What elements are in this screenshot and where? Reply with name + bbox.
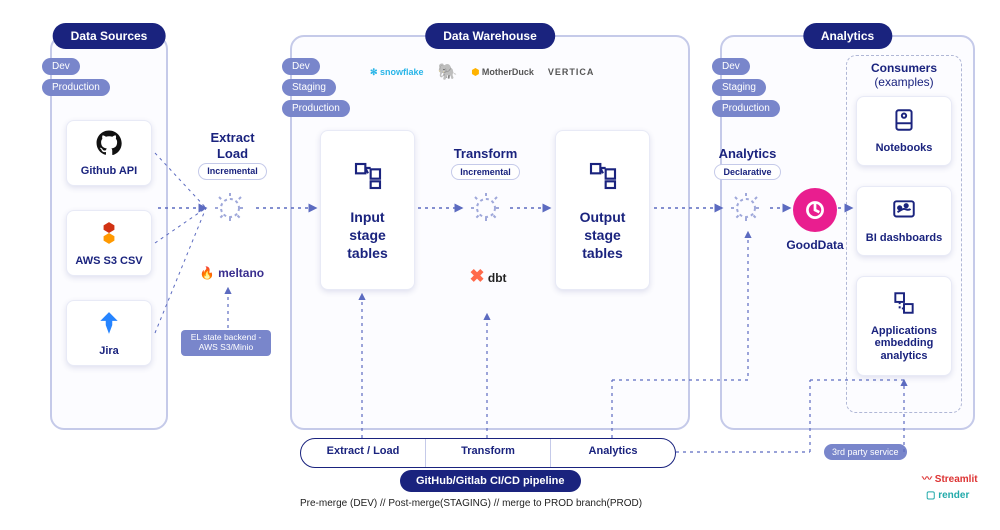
process-title: ExtractLoad bbox=[185, 130, 280, 161]
column-header: Analytics bbox=[803, 23, 892, 49]
tool-label: 🔥 meltano bbox=[192, 266, 272, 280]
stage-card: Output stage tables bbox=[555, 130, 650, 290]
env-pill: Dev bbox=[712, 58, 750, 75]
pipeline-note: Pre-merge (DEV) // Post-merge(STAGING) /… bbox=[300, 498, 642, 509]
process-badge: Declarative bbox=[714, 164, 780, 181]
db-logo: ⬢ MotherDuck bbox=[471, 67, 533, 78]
card-line: tables bbox=[582, 245, 622, 261]
pipeline-bar: Extract / LoadTransformAnalytics bbox=[300, 438, 676, 468]
note-elstate: EL state backend -AWS S3/Minio bbox=[181, 330, 271, 356]
gooddata-label: GoodData bbox=[783, 238, 847, 252]
note-thirdparty: 3rd party service bbox=[824, 444, 907, 460]
card-label: Notebooks bbox=[876, 142, 933, 155]
process-label: Analytics Declarative bbox=[700, 146, 795, 180]
env-pill: Dev bbox=[282, 58, 320, 75]
pipeline-segment: Analytics bbox=[551, 439, 675, 467]
card-label: BI dashboards bbox=[866, 232, 942, 245]
notebook-icon bbox=[891, 107, 917, 136]
source-card: Jira bbox=[66, 300, 152, 366]
db-logo: ✻ snowflake bbox=[370, 67, 424, 78]
process-badge: Incremental bbox=[451, 164, 520, 181]
consumer-card: Notebooks bbox=[856, 96, 952, 166]
stage-card: Input stage tables bbox=[320, 130, 415, 290]
github-icon bbox=[96, 130, 122, 159]
consumer-card: Applicationsembeddinganalytics bbox=[856, 276, 952, 376]
jira-icon bbox=[96, 310, 122, 339]
gear-icon bbox=[210, 188, 250, 228]
card-line: Output bbox=[580, 209, 626, 225]
ext-logo: ▢ render bbox=[926, 490, 969, 501]
card-label: Jira bbox=[99, 345, 119, 357]
stage-icon bbox=[352, 160, 384, 195]
db-logo: 🐘 bbox=[438, 62, 458, 82]
consumer-card: BI dashboards bbox=[856, 186, 952, 256]
env-pill: Production bbox=[712, 100, 780, 117]
gooddata-icon bbox=[793, 188, 837, 232]
embed-icon bbox=[891, 290, 917, 319]
card-label: Github API bbox=[81, 165, 137, 177]
card-label: AWS S3 CSV bbox=[75, 255, 142, 267]
ext-logo: 〰 Streamlit bbox=[922, 470, 978, 485]
card-label: Applicationsembeddinganalytics bbox=[871, 325, 937, 363]
column-header: Data Warehouse bbox=[425, 23, 555, 49]
source-card: AWS S3 CSV bbox=[66, 210, 152, 276]
stage-icon bbox=[587, 160, 619, 195]
pipeline-segment: Transform bbox=[426, 439, 551, 467]
env-pill: Production bbox=[282, 100, 350, 117]
gear-icon bbox=[726, 188, 766, 228]
consumers-title: Consumers(examples) bbox=[846, 61, 962, 89]
dashboard-icon bbox=[891, 197, 917, 226]
env-pill: Production bbox=[42, 79, 110, 96]
card-line: stage bbox=[584, 227, 621, 243]
gear-icon bbox=[466, 188, 506, 228]
pipeline-segment: Extract / Load bbox=[301, 439, 426, 467]
process-title: Analytics bbox=[700, 146, 795, 162]
process-badge: Incremental bbox=[198, 163, 267, 180]
warehouse-logos: ✻ snowflake 🐘 ⬢ MotherDuck VERTICA bbox=[370, 62, 594, 82]
card-line: tables bbox=[347, 245, 387, 261]
process-title: Transform bbox=[438, 146, 533, 162]
env-pill: Staging bbox=[282, 79, 336, 96]
pipeline-label: GitHub/Gitlab CI/CD pipeline bbox=[400, 470, 581, 492]
aws-icon bbox=[96, 220, 122, 249]
source-card: Github API bbox=[66, 120, 152, 186]
db-logo: VERTICA bbox=[548, 67, 595, 77]
env-pill: Staging bbox=[712, 79, 766, 96]
env-pill: Dev bbox=[42, 58, 80, 75]
tool-label: ✖ dbt bbox=[448, 266, 528, 287]
process-label: Transform Incremental bbox=[438, 146, 533, 180]
card-line: stage bbox=[349, 227, 386, 243]
process-label: ExtractLoad Incremental bbox=[185, 130, 280, 180]
column-header: Data Sources bbox=[53, 23, 166, 49]
card-line: Input bbox=[350, 209, 384, 225]
